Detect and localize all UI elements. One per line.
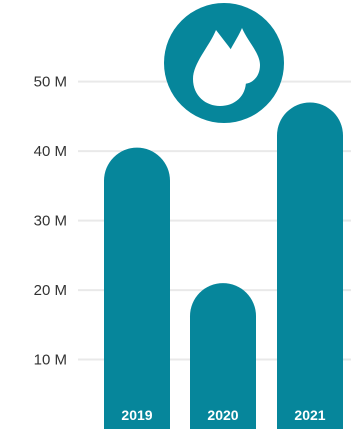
y-tick-label: 20 M [34,282,67,299]
category-label-2020: 2020 [207,407,238,423]
category-label-2021: 2021 [294,407,325,423]
bar-layer [104,102,343,429]
category-label-2019: 2019 [121,407,152,423]
large-drop-icon [193,30,246,106]
water-drops-icon [164,3,284,123]
bar-2020 [190,283,256,429]
y-tick-label: 50 M [34,74,67,91]
bar-2021 [277,102,343,429]
tick-label-layer: 10 M 20 M 30 M 40 M 50 M [34,74,67,369]
bar-2019 [104,147,170,429]
y-tick-label: 40 M [34,143,67,160]
y-tick-label: 30 M [34,213,67,230]
category-label-layer: 2019 2020 2021 [121,407,325,423]
y-tick-label: 10 M [34,352,67,369]
small-drop-icon [226,28,260,84]
